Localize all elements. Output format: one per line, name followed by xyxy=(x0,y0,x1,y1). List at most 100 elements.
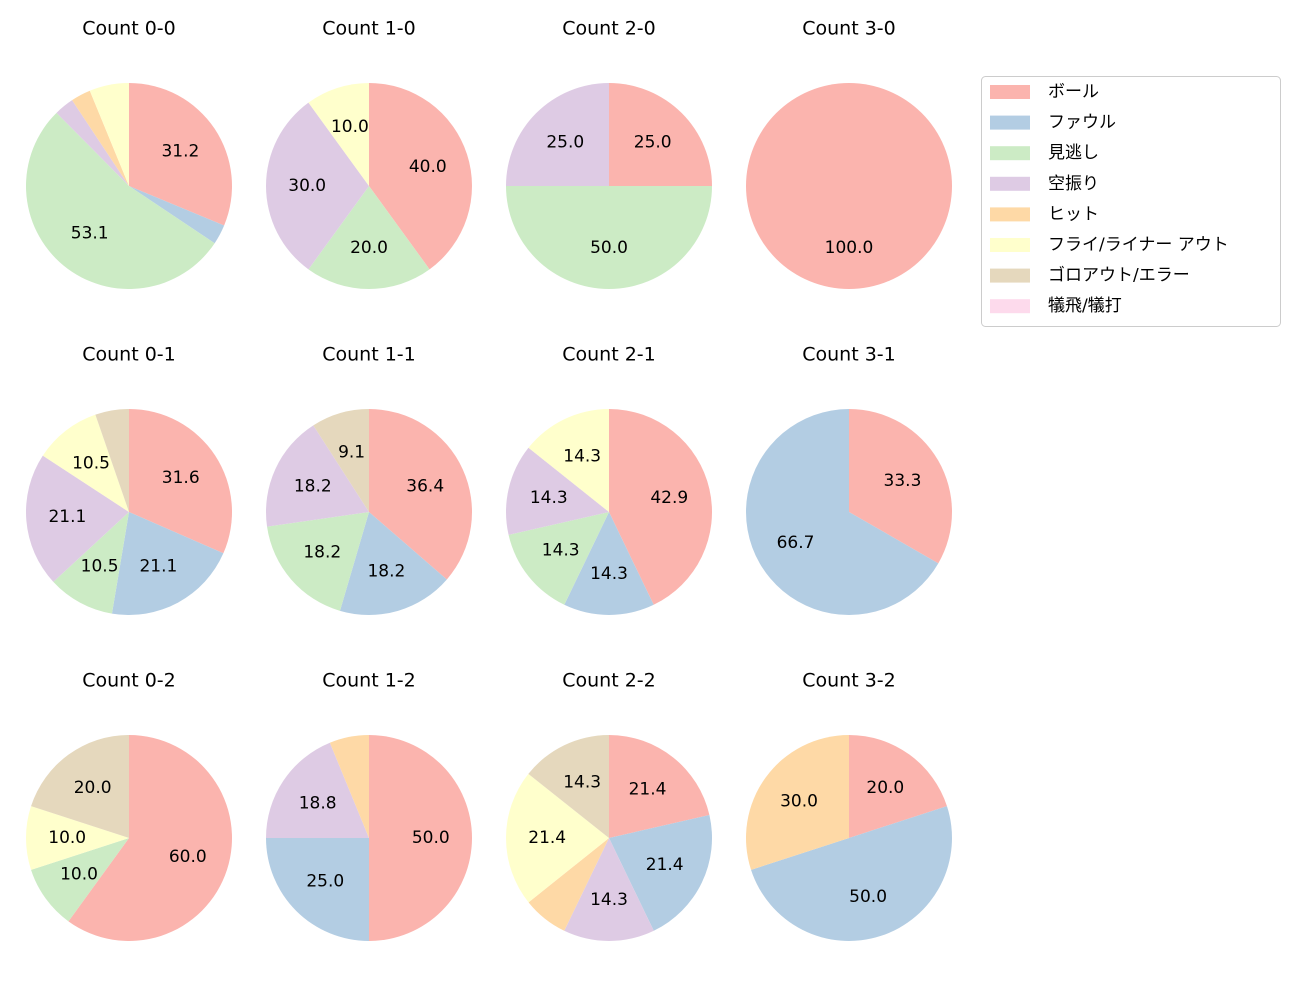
pie-slice xyxy=(31,838,129,922)
slice-label: 20.0 xyxy=(74,778,112,798)
slice-label: 40.0 xyxy=(409,157,447,177)
legend-label: ファウル xyxy=(1048,113,1116,133)
pie-slice xyxy=(745,409,939,616)
slice-label: 60.0 xyxy=(169,847,207,867)
pie-slice xyxy=(267,512,369,611)
pie-title: Count 1-1 xyxy=(322,344,416,366)
pie-slice xyxy=(746,83,952,289)
slice-label: 14.3 xyxy=(590,564,628,584)
slice-label: 18.8 xyxy=(299,794,337,814)
legend-label: 空振り xyxy=(1048,174,1099,194)
pie-slice xyxy=(25,455,130,582)
slice-label: 21.1 xyxy=(139,556,177,576)
pie-slice xyxy=(313,409,369,512)
slice-label: 30.0 xyxy=(288,176,326,196)
pie-slice xyxy=(95,409,129,512)
legend-swatch xyxy=(990,176,1030,191)
pie-slice xyxy=(506,83,609,186)
pie-slice xyxy=(72,90,129,186)
slice-label: 100.0 xyxy=(825,238,874,258)
pie-slice xyxy=(849,409,953,564)
pie-title: Count 0-1 xyxy=(82,344,176,366)
legend-swatch xyxy=(990,268,1030,283)
legend-swatch xyxy=(990,299,1030,314)
slice-label: 21.1 xyxy=(48,507,86,527)
pie-slice xyxy=(506,186,712,289)
pie-slice xyxy=(506,447,609,535)
slice-label: 25.0 xyxy=(634,132,672,152)
slice-label: 25.0 xyxy=(546,132,584,152)
legend-box xyxy=(981,76,1281,327)
pie-slice xyxy=(528,409,609,512)
pie-slice xyxy=(751,806,952,941)
slice-label: 14.3 xyxy=(590,890,628,910)
pie-slice xyxy=(129,409,233,554)
slice-label: 10.0 xyxy=(48,828,86,848)
slice-label: 50.0 xyxy=(590,238,628,258)
pie-slice xyxy=(609,815,713,931)
slice-label: 18.2 xyxy=(303,542,341,562)
legend-swatch xyxy=(990,238,1030,252)
pie-slice xyxy=(369,409,473,580)
legend-swatch xyxy=(990,85,1030,99)
legend-label: フライ/ライナー アウト xyxy=(1048,235,1229,255)
pie-slice xyxy=(369,735,472,941)
pie-slice xyxy=(609,409,713,605)
legend-swatch xyxy=(990,115,1030,130)
slice-label: 14.3 xyxy=(563,772,601,792)
slice-label: 21.4 xyxy=(646,855,684,875)
slice-label: 10.0 xyxy=(331,117,369,137)
pie-slice xyxy=(746,735,849,870)
slice-label: 14.3 xyxy=(563,446,601,466)
slice-label: 31.2 xyxy=(161,142,199,162)
slice-label: 20.0 xyxy=(350,238,388,258)
pie-slice xyxy=(266,102,369,270)
pie-slice xyxy=(42,414,130,512)
pie-slice xyxy=(564,512,654,616)
slice-label: 10.5 xyxy=(81,556,119,576)
slice-label: 42.9 xyxy=(650,488,688,508)
pie-slice xyxy=(308,186,430,289)
legend-swatch xyxy=(990,207,1030,222)
pie-slice xyxy=(505,773,609,903)
pie-slice xyxy=(25,112,215,290)
legend-label: ゴロアウト/エラー xyxy=(1048,265,1190,286)
slice-label: 30.0 xyxy=(780,792,818,812)
pie-slice xyxy=(129,83,232,226)
pie-slice xyxy=(266,742,369,838)
legend-swatch xyxy=(990,146,1030,161)
pie-title: Count 1-2 xyxy=(322,670,416,692)
pie-slice xyxy=(609,735,710,838)
slice-label: 10.0 xyxy=(60,864,98,884)
slice-label: 21.4 xyxy=(528,828,566,848)
pie-slice xyxy=(68,735,232,941)
pie-title: Count 0-0 xyxy=(82,18,176,40)
pie-slice xyxy=(508,512,609,605)
legend-label: 犠飛/犠打 xyxy=(1048,296,1122,316)
pie-title: Count 2-2 xyxy=(562,670,656,692)
pie-slice xyxy=(564,838,654,941)
legend-label: ヒット xyxy=(1048,204,1099,224)
pie-title: Count 3-2 xyxy=(802,670,896,692)
slice-label: 50.0 xyxy=(849,887,887,907)
pie-title: Count 0-2 xyxy=(82,670,176,692)
slice-label: 36.4 xyxy=(406,476,444,496)
slice-label: 10.5 xyxy=(72,453,110,473)
pie-slice xyxy=(308,83,369,186)
pie-slice xyxy=(369,83,473,270)
pie-title: Count 3-1 xyxy=(802,344,896,366)
slice-label: 14.3 xyxy=(542,541,580,561)
slice-label: 14.3 xyxy=(530,488,568,508)
pie-title: Count 1-0 xyxy=(322,18,416,40)
pie-slice xyxy=(53,512,130,614)
slice-label: 20.0 xyxy=(866,778,904,798)
slice-label: 18.2 xyxy=(294,476,332,496)
pie-slice xyxy=(266,425,369,527)
slice-label: 50.0 xyxy=(412,828,450,848)
pie-slice xyxy=(329,735,369,838)
slice-label: 31.6 xyxy=(162,468,200,488)
pie-slice xyxy=(25,806,129,870)
pie-slice xyxy=(266,838,369,941)
pie-slice xyxy=(528,838,609,931)
pie-slice xyxy=(528,735,609,838)
